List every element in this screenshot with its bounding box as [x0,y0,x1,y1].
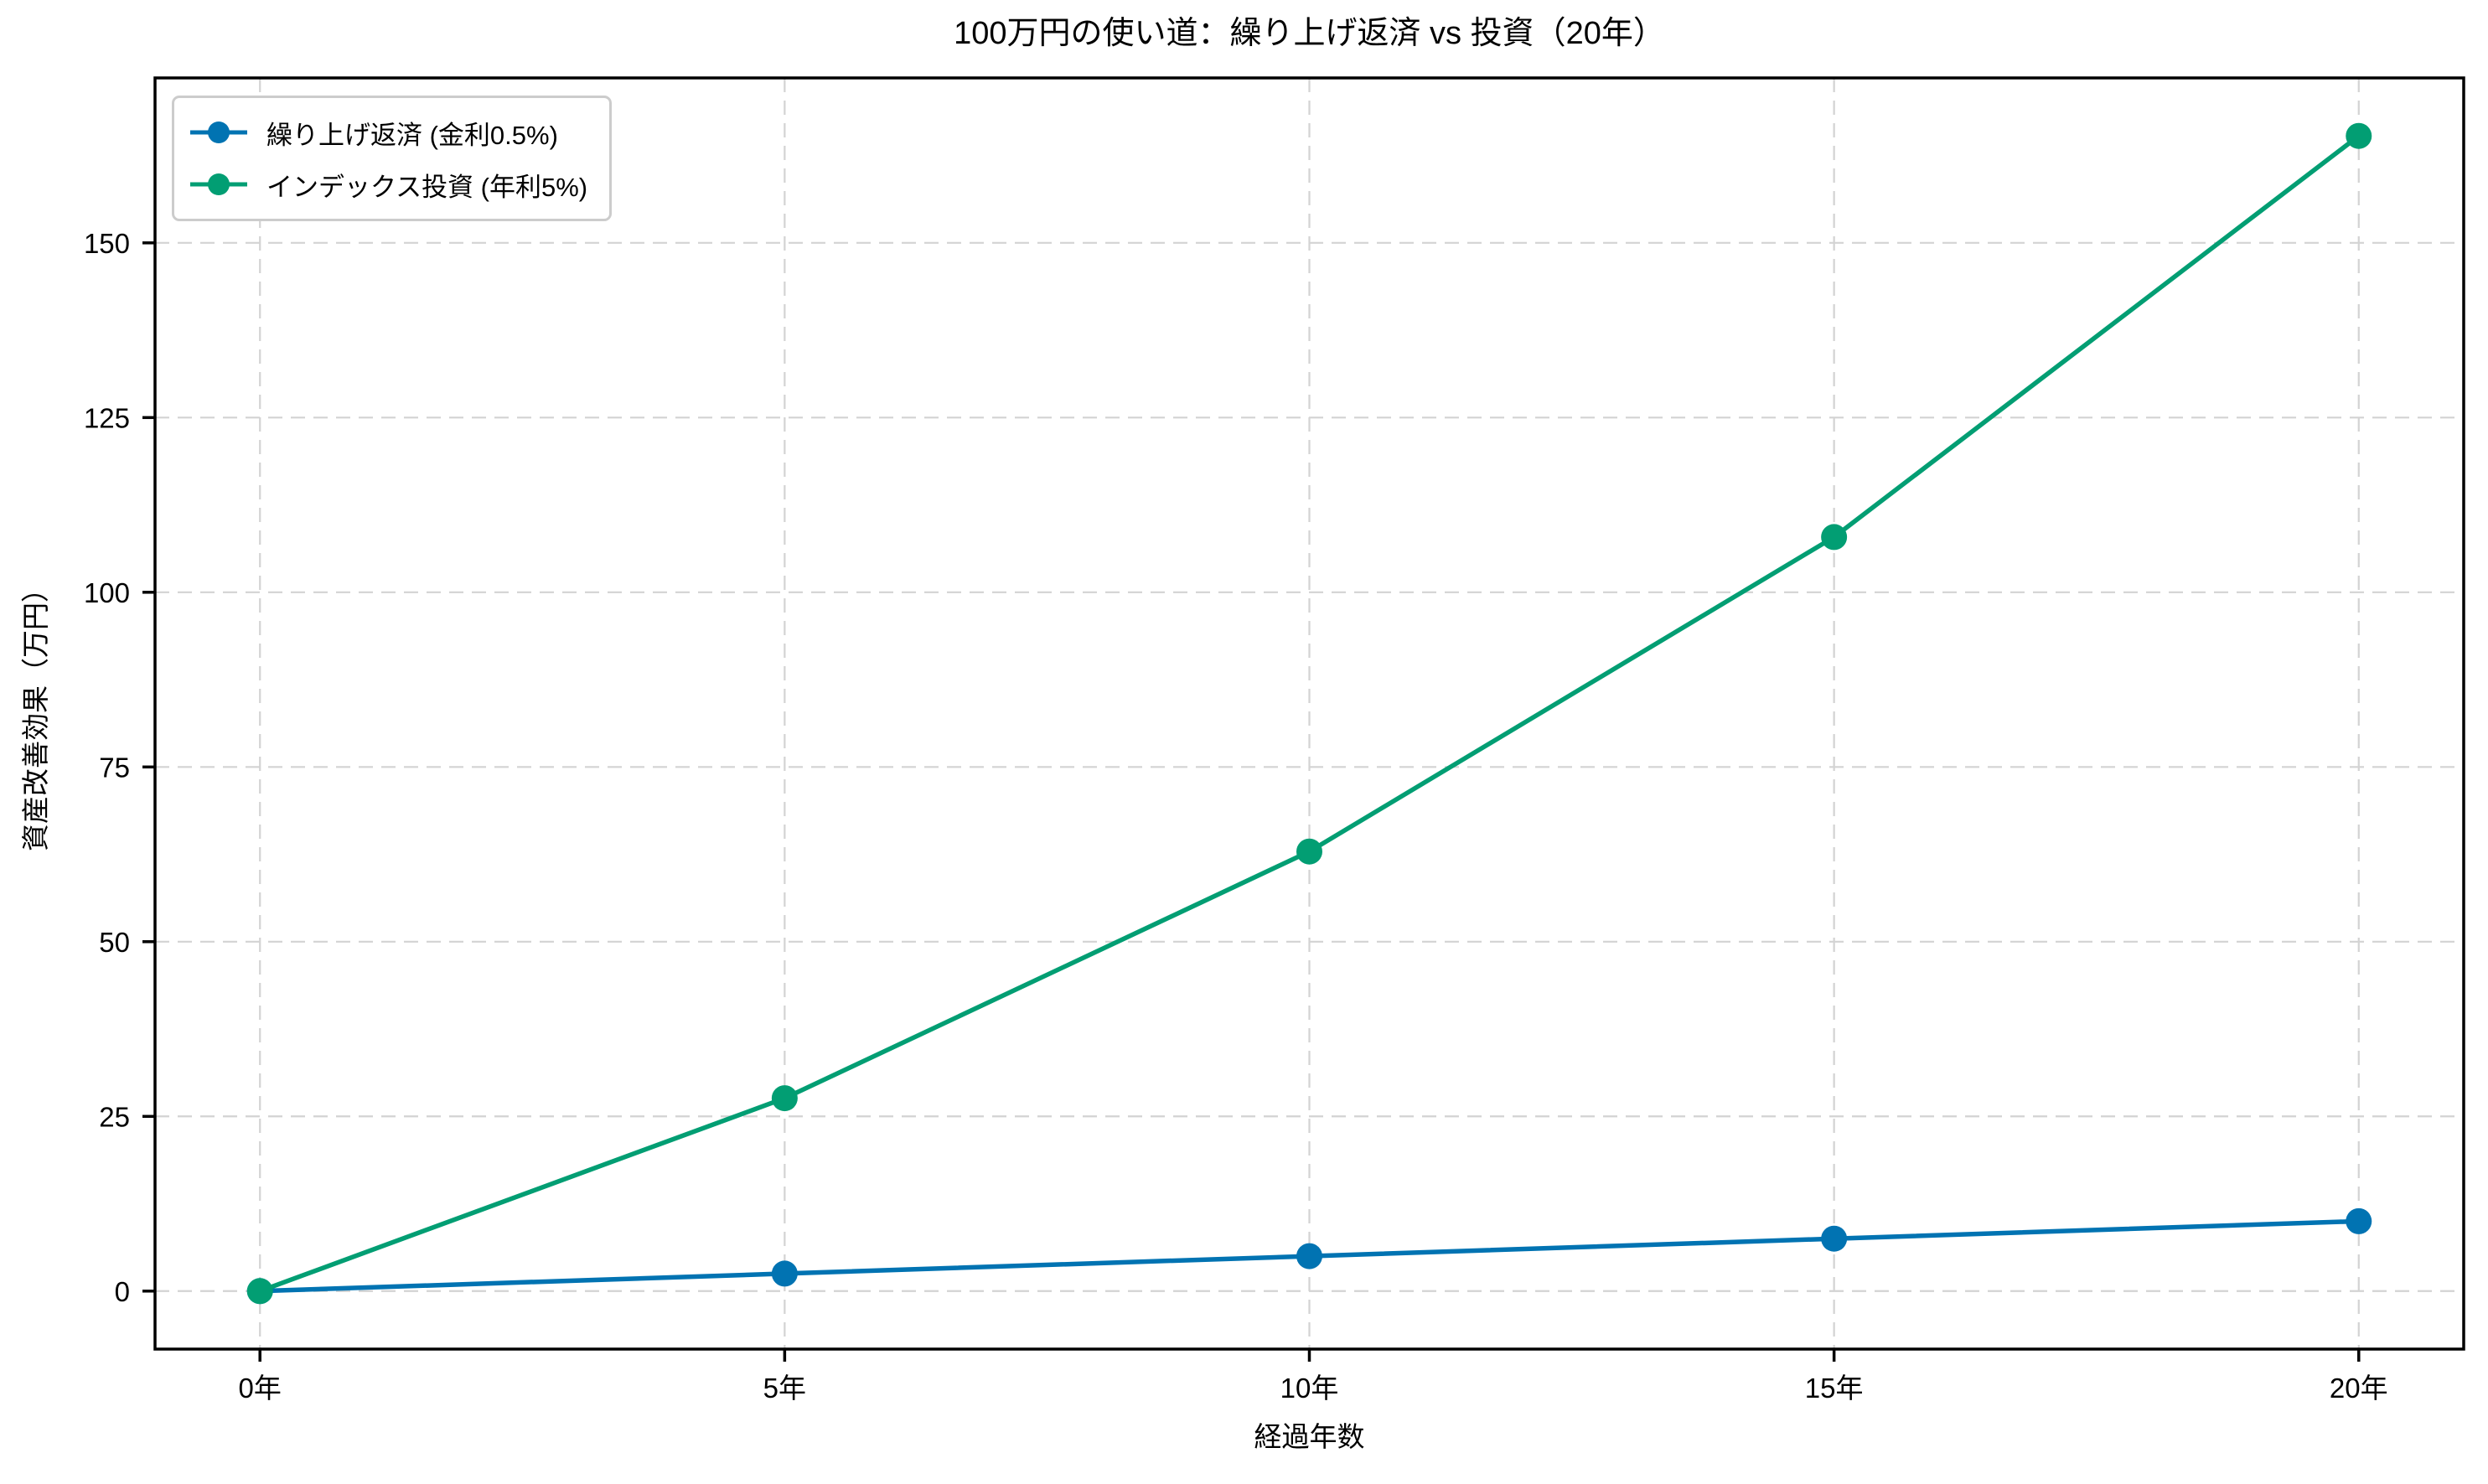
data-point-investment [771,1085,798,1112]
legend: 繰り上げ返済 (金利0.5%) インデックス投資 (年利5%) [172,96,613,221]
y-tick-label: 75 [99,752,130,783]
x-tick-label: 0年 [239,1373,282,1404]
y-tick-label: 100 [84,577,130,608]
x-tick-label: 10年 [1280,1373,1339,1404]
data-point-investment [1821,524,1848,551]
y-tick-label: 50 [99,927,130,958]
y-tick-label: 25 [99,1101,130,1132]
legend-item-repayment: 繰り上げ返済 (金利0.5%) [188,108,587,157]
data-point-repayment [2346,1207,2372,1234]
data-point-investment [2346,122,2372,149]
legend-item-investment: インデックス投資 (年利5%) [188,160,587,209]
data-point-repayment [1296,1243,1322,1269]
chart-title: 100万円の使い道：繰り上げ返済 vs 投資（20年） [954,16,1665,51]
y-axis-label: 資産改善効果（万円） [20,575,51,851]
data-point-investment [1296,838,1322,865]
data-point-repayment [771,1260,798,1287]
y-tick-label: 0 [115,1276,130,1307]
legend-line-marker-icon [190,122,247,143]
x-tick-label: 5年 [763,1373,806,1404]
y-tick-label: 150 [84,228,130,259]
legend-label-investment: インデックス投資 (年利5%) [266,172,588,202]
x-tick-label: 20年 [2330,1373,2388,1404]
legend-label-repayment: 繰り上げ返済 (金利0.5%) [266,120,558,150]
y-tick-label: 125 [84,402,130,433]
legend-line-marker-icon [190,173,247,195]
x-axis-label: 経過年数 [1254,1421,1365,1452]
x-tick-label: 15年 [1805,1373,1864,1404]
data-point-repayment [1821,1225,1848,1252]
data-point-investment [246,1278,273,1305]
